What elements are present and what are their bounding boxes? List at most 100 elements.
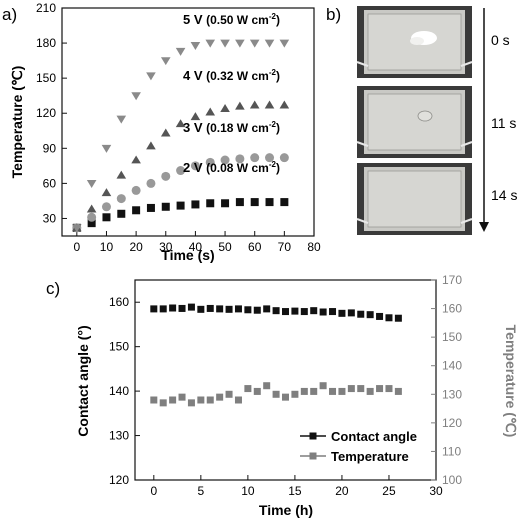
- chart-a-point-series-2: [131, 155, 141, 164]
- chart-c-point-contact-angle: [150, 305, 158, 313]
- chart-a-point-series-2: [279, 100, 290, 109]
- chart-a-xtick-label: 50: [218, 240, 232, 254]
- chart-a-ytick-label: 150: [36, 71, 56, 85]
- chart-c-point-temperature: [244, 385, 252, 393]
- chart-c-point-contact-angle: [225, 305, 233, 313]
- chart-c-point-temperature: [357, 385, 365, 393]
- chart-c-point-temperature: [169, 396, 177, 404]
- chart-c-point-temperature: [150, 396, 158, 404]
- chart-c-point-contact-angle: [272, 307, 280, 315]
- chart-c-point-contact-angle: [216, 305, 224, 313]
- chart-a-point-series-0: [206, 199, 215, 208]
- chart-c-point-contact-angle: [319, 308, 327, 316]
- chart-a-point-series-1: [87, 212, 97, 222]
- chart-a-series-label: 3 V (0.18 W cm-2): [183, 120, 280, 135]
- chart-a-point-series-1: [116, 194, 126, 204]
- photo-frame-1: [356, 86, 473, 158]
- chart-a-point-series-0: [265, 198, 274, 207]
- chart-c-point-contact-angle: [187, 303, 195, 311]
- chart-a-ytick-label: 120: [36, 106, 56, 120]
- chart-a-point-series-1: [279, 153, 289, 163]
- chart-c-point-contact-angle: [234, 305, 242, 313]
- chart-c-xtick-label: 0: [150, 484, 157, 498]
- chart-a-xtick-label: 10: [100, 240, 114, 254]
- chart-c-ytick-right-label: 120: [442, 416, 462, 430]
- chart-a-xtick-label: 70: [278, 240, 292, 254]
- chart-c-point-contact-angle: [385, 314, 393, 322]
- chart-c-ytick-left-label: 150: [109, 340, 129, 354]
- chart-a-point-series-1: [131, 185, 141, 195]
- photo-time-label: 14 s: [491, 187, 517, 203]
- chart-c-xlabel: Time (h): [259, 502, 313, 518]
- chart-a-point-series-0: [132, 206, 141, 215]
- chart-c-ytick-right-label: 160: [442, 302, 462, 316]
- chart-c-xtick-label: 15: [288, 484, 302, 498]
- chart-a-point-series-0: [161, 202, 170, 211]
- chart-c-point-contact-angle: [310, 307, 318, 315]
- chart-c-point-temperature: [366, 387, 374, 395]
- chart-a-point-series-1: [265, 153, 275, 163]
- chart-a-point-series-2: [235, 101, 245, 110]
- chart-c-point-temperature: [310, 387, 318, 395]
- chart-a-point-series-0: [87, 219, 96, 228]
- chart-c-point-temperature: [253, 387, 261, 395]
- chart-a-point-series-3: [72, 224, 82, 233]
- chart-c-point-temperature: [394, 387, 402, 395]
- chart-c-ytick-right-label: 170: [442, 273, 462, 287]
- chart-a-point-series-1: [176, 166, 186, 176]
- chart-c-point-temperature: [216, 393, 224, 401]
- panel-label-c: c): [46, 279, 60, 298]
- chart-c-point-contact-angle: [329, 308, 337, 316]
- chart-a-point-series-2: [264, 100, 275, 109]
- legend-marker: [309, 452, 317, 460]
- chart-c-point-temperature: [319, 382, 327, 390]
- photo-time-label: 11 s: [491, 115, 516, 131]
- chart-c-point-contact-angle: [282, 308, 289, 316]
- chart-a-point-series-1: [161, 171, 171, 181]
- chart-a-ytick-label: 30: [43, 211, 57, 225]
- chart-a-ytick-label: 180: [36, 36, 56, 50]
- chart-a-point-series-3: [86, 179, 97, 188]
- chart-a-point-series-0: [191, 200, 200, 209]
- photo-time-label: 0 s: [491, 32, 510, 48]
- chart-a-point-series-3: [131, 92, 141, 101]
- chart-c-point-temperature: [376, 385, 384, 393]
- chart-c-point-contact-angle: [263, 305, 271, 313]
- chart-a-point-series-3: [101, 144, 112, 153]
- chart-a-point-series-2: [220, 103, 230, 112]
- chart-a-point-series-2: [146, 141, 156, 150]
- chart-c-ylabel-right: Temperature (℃): [503, 325, 519, 438]
- chart-c-ytick-right-label: 150: [442, 330, 462, 344]
- water-droplet: [417, 110, 433, 122]
- chart-a: 0 10 20 30 40 50 60 70 80 30 60 90 120 150 180 210 2 V …: [9, 1, 321, 263]
- legend-label: Contact angle: [331, 429, 417, 444]
- legend-marker: [309, 432, 317, 440]
- chart-c-point-contact-angle: [376, 312, 384, 320]
- chart-c-point-contact-angle: [338, 309, 346, 317]
- chart-c-ytick-left-label: 140: [109, 384, 129, 398]
- chart-a-ylabel: Temperature (℃): [9, 66, 25, 179]
- chart-c-ytick-left-label: 130: [109, 429, 129, 443]
- chart-a-point-series-2: [249, 100, 260, 109]
- chart-a-point-series-2: [175, 119, 186, 128]
- chart-c-point-contact-angle: [178, 304, 186, 312]
- chart-a-point-series-2: [101, 188, 112, 197]
- chart-c-ytick-right-label: 130: [442, 387, 462, 401]
- chart-c-point-contact-angle: [253, 306, 261, 314]
- chart-c-point-contact-angle: [159, 305, 167, 313]
- chart-c-xtick-label: 10: [241, 484, 255, 498]
- chart-a-point-series-2: [116, 170, 127, 179]
- chart-a-point-series-3: [235, 39, 245, 48]
- chart-c-ytick-right-label: 110: [442, 444, 461, 458]
- panel-label-a: a): [2, 5, 17, 24]
- chart-c-point-temperature: [300, 387, 308, 395]
- chart-a-series-label: 4 V (0.32 W cm-2): [183, 68, 280, 83]
- chart-c-point-temperature: [291, 390, 299, 398]
- chart-c-point-temperature: [159, 399, 167, 407]
- chart-c-point-temperature: [385, 385, 393, 393]
- chart-a-point-series-1: [220, 155, 230, 165]
- chart-a-point-series-0: [117, 209, 126, 218]
- chart-a-point-series-3: [146, 72, 156, 81]
- chart-a-ytick-label: 210: [36, 1, 56, 15]
